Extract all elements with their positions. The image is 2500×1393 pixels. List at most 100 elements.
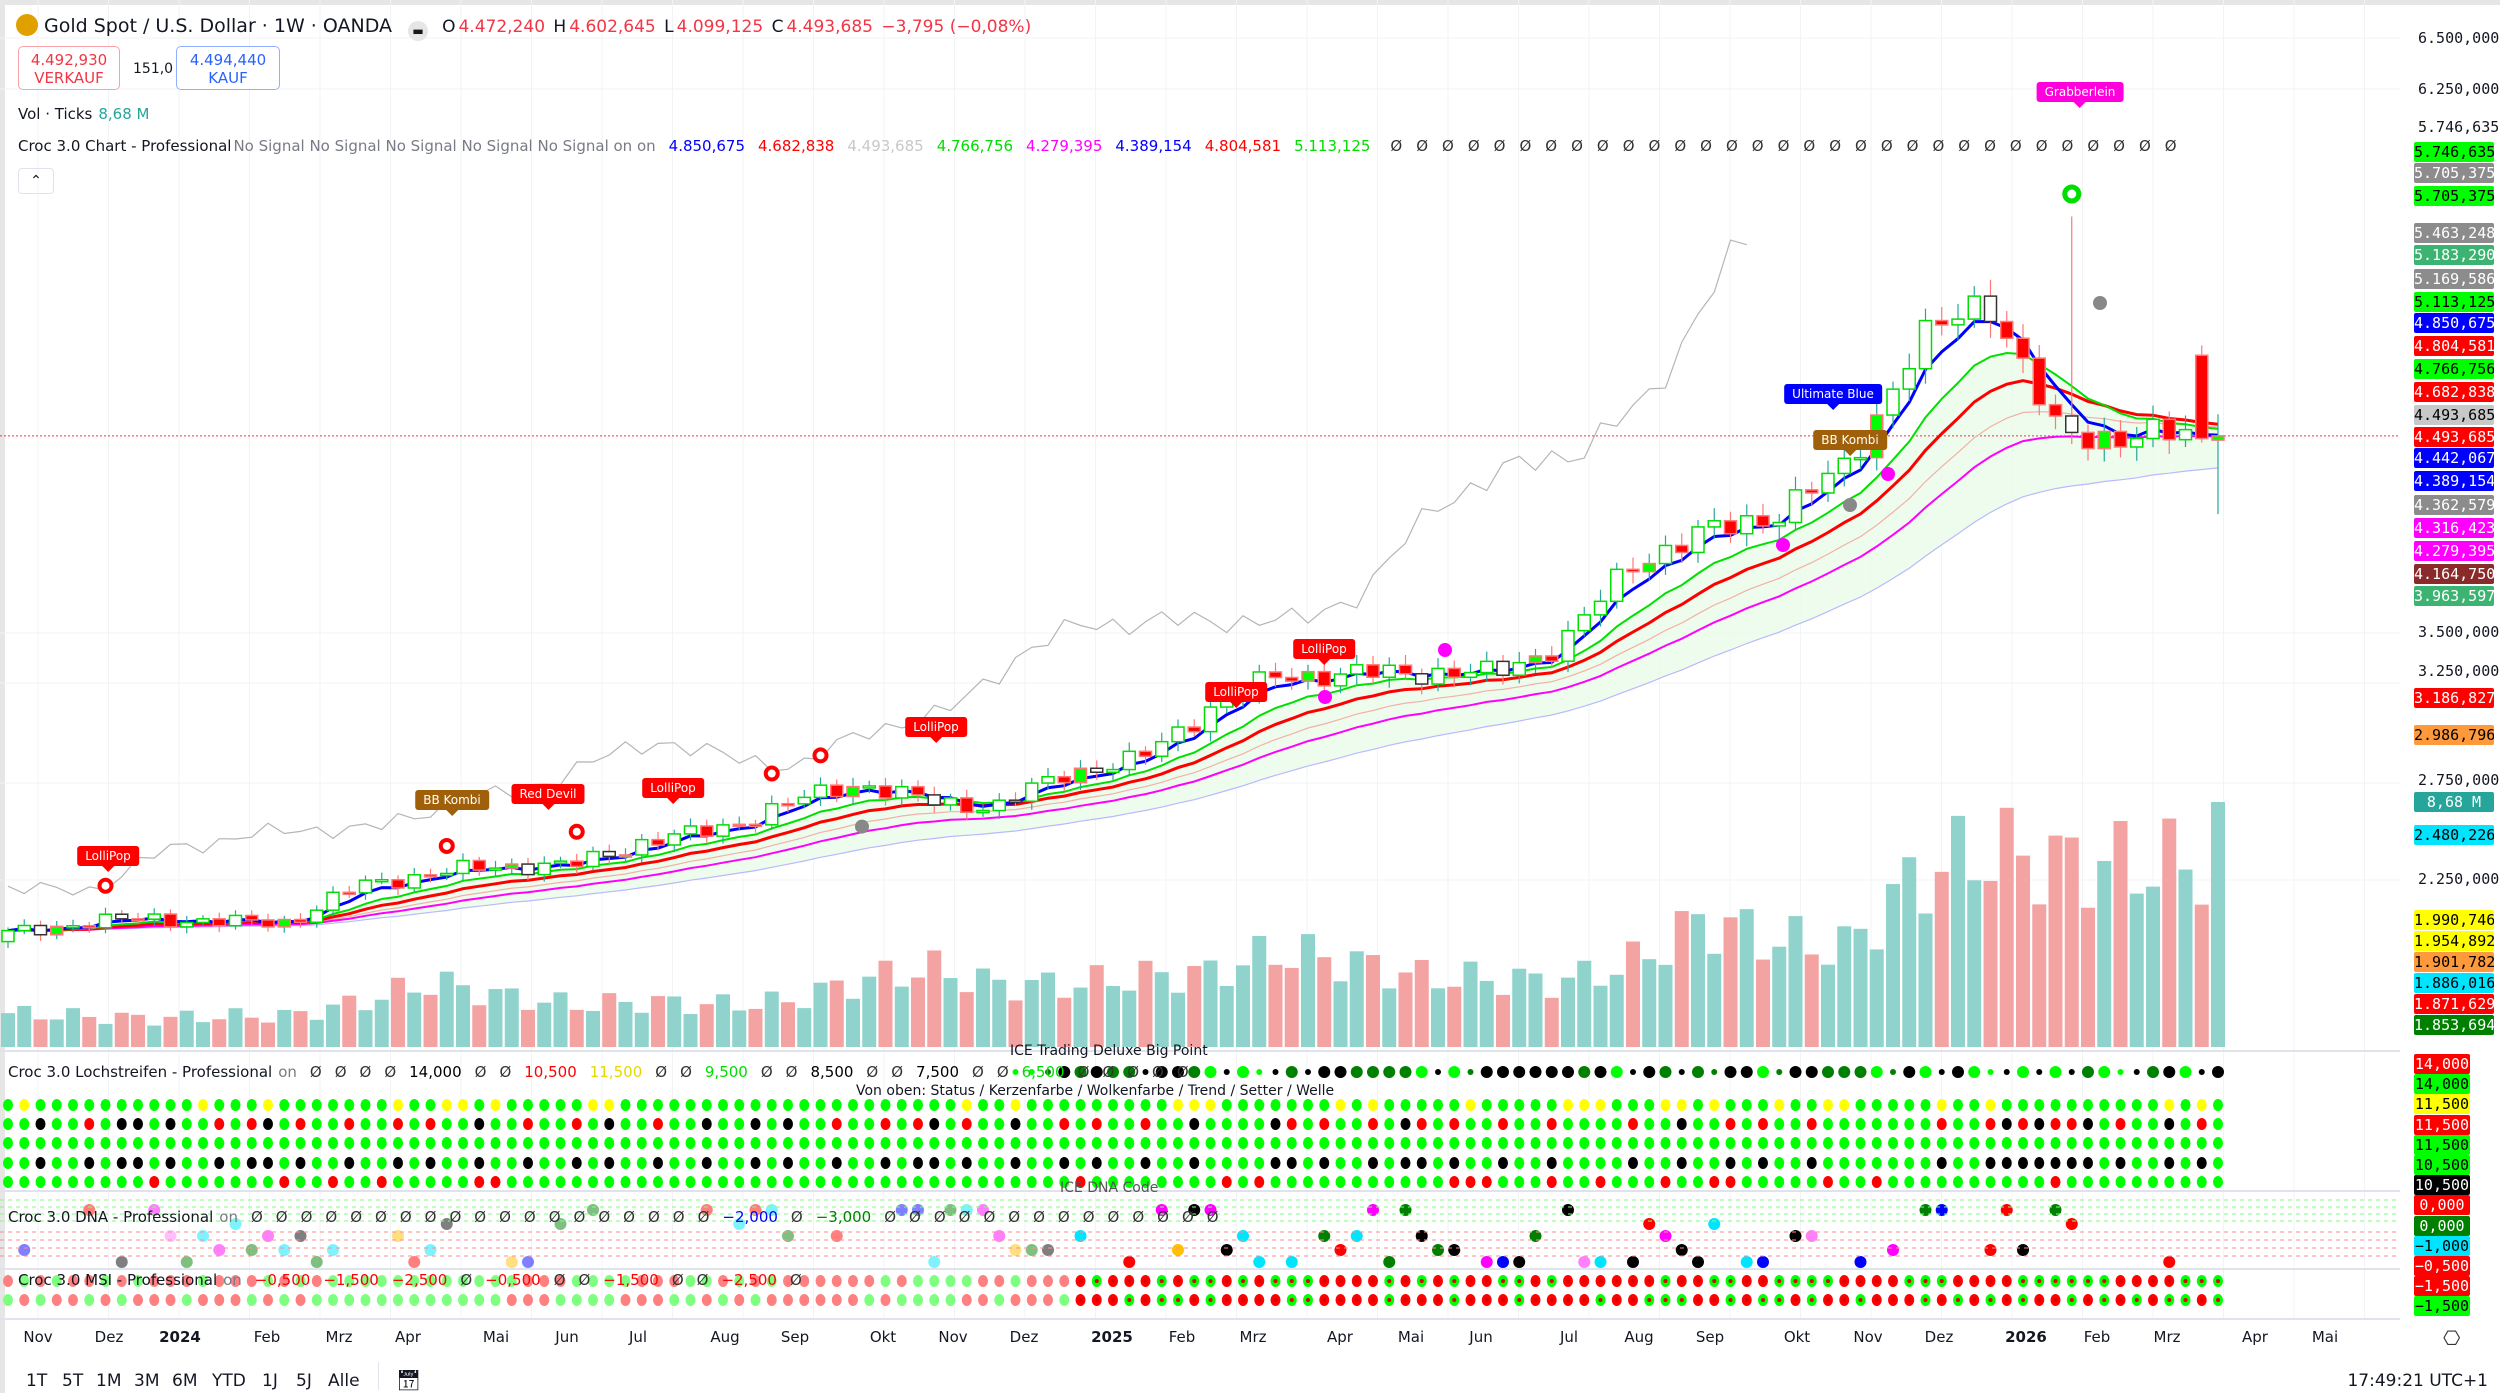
candle[interactable]	[1610, 562, 1624, 609]
candle[interactable]	[1675, 533, 1689, 563]
candle[interactable]	[1431, 658, 1445, 692]
candle[interactable]	[618, 848, 633, 862]
candle[interactable]	[748, 819, 763, 833]
candle[interactable]	[895, 779, 909, 806]
signal-label-red-devil[interactable]: Red Devil	[511, 784, 585, 810]
candle[interactable]	[2081, 424, 2095, 461]
candle[interactable]	[1057, 770, 1071, 791]
pane-separator[interactable]	[0, 1318, 2400, 1320]
candle[interactable]	[1577, 606, 1591, 637]
candle[interactable]	[570, 853, 584, 874]
candle[interactable]	[2130, 427, 2144, 461]
candle[interactable]	[228, 910, 243, 930]
signal-label-lollipop[interactable]: LolliPop	[77, 846, 139, 872]
signal-label-ultimate-blue[interactable]: Ultimate Blue	[1784, 384, 1882, 410]
candle[interactable]	[911, 780, 925, 802]
candle[interactable]	[1886, 381, 1900, 429]
candle[interactable]	[391, 875, 405, 896]
candle[interactable]	[326, 886, 340, 917]
candle[interactable]	[976, 804, 990, 817]
sell-button[interactable]: 4.492,930 VERKAUF	[18, 46, 120, 90]
signal-label-lollipop[interactable]: LolliPop	[1205, 682, 1267, 708]
candle[interactable]	[602, 844, 616, 864]
candle[interactable]	[1496, 654, 1510, 685]
candle[interactable]	[2113, 420, 2128, 458]
candle[interactable]	[1171, 719, 1185, 752]
candle[interactable]	[813, 777, 828, 806]
candle[interactable]	[1333, 667, 1348, 694]
candle[interactable]	[716, 818, 730, 844]
candle[interactable]	[797, 789, 811, 809]
candle[interactable]	[98, 907, 113, 934]
candle[interactable]	[310, 905, 324, 928]
candle[interactable]	[1561, 620, 1575, 673]
range-button-alle[interactable]: Alle	[328, 1371, 360, 1391]
dna-legend[interactable]: Croc 3.0 DNA - Professional on Ø Ø Ø Ø Ø Ø Ø Ø Ø Ø Ø…	[8, 1208, 1231, 1226]
candle[interactable]	[1122, 742, 1136, 777]
candle[interactable]	[521, 857, 535, 881]
candle[interactable]	[765, 795, 779, 830]
volume-legend[interactable]: Vol · Ticks 8,68 M	[18, 105, 155, 123]
candle[interactable]	[456, 853, 470, 881]
candle[interactable]	[1853, 446, 1868, 470]
candle[interactable]	[683, 818, 698, 841]
range-button-5j[interactable]: 5J	[296, 1371, 312, 1391]
goto-date-calendar-icon[interactable]: 📅︎	[396, 1368, 422, 1392]
candle[interactable]	[1918, 308, 1933, 384]
range-button-1j[interactable]: 1J	[262, 1371, 278, 1391]
candle[interactable]	[1090, 760, 1104, 780]
candle[interactable]	[163, 909, 178, 932]
candle[interactable]	[2032, 345, 2046, 416]
candle[interactable]	[2178, 415, 2193, 448]
range-button-5t[interactable]: 5T	[62, 1371, 84, 1391]
range-button-3m[interactable]: 3M	[134, 1371, 160, 1391]
settings-gear-icon[interactable]: ⎔	[2443, 1326, 2461, 1350]
candle[interactable]	[1740, 504, 1754, 547]
clock[interactable]: 17:49:21 UTC+1	[2347, 1371, 2488, 1391]
symbol-title[interactable]: Gold Spot / U.S. Dollar · 1W · OANDA	[44, 15, 392, 37]
candle[interactable]	[1951, 303, 1965, 341]
candle[interactable]	[700, 819, 714, 843]
candle[interactable]	[196, 915, 210, 926]
candle[interactable]	[1691, 519, 1705, 563]
candle[interactable]	[293, 912, 308, 928]
candle[interactable]	[1512, 652, 1526, 684]
candle[interactable]	[423, 868, 438, 883]
range-button-1t[interactable]: 1T	[26, 1371, 48, 1391]
range-button-6m[interactable]: 6M	[172, 1371, 198, 1391]
candle[interactable]	[50, 920, 64, 940]
collapse-legend-chevron-up-icon[interactable]: ⌃	[18, 168, 54, 194]
candle[interactable]	[1528, 648, 1543, 673]
candle[interactable]	[342, 885, 356, 898]
candle[interactable]	[878, 777, 893, 806]
candle[interactable]	[1301, 664, 1315, 690]
candle[interactable]	[2195, 345, 2209, 443]
candle[interactable]	[1106, 763, 1120, 781]
candle[interactable]	[651, 831, 665, 851]
candle[interactable]	[586, 846, 600, 871]
candle[interactable]	[1268, 662, 1283, 687]
candle[interactable]	[943, 793, 958, 811]
candle[interactable]	[1317, 661, 1331, 696]
candle[interactable]	[180, 916, 194, 934]
candle[interactable]	[1707, 508, 1721, 539]
candle[interactable]	[1788, 476, 1803, 530]
candle[interactable]	[1821, 460, 1835, 502]
candle[interactable]	[2211, 414, 2225, 515]
candle[interactable]	[1155, 732, 1169, 763]
candle[interactable]	[358, 875, 373, 900]
candle[interactable]	[2162, 411, 2176, 454]
candle[interactable]	[17, 919, 31, 935]
pane-separator[interactable]	[0, 1268, 2400, 1270]
candle[interactable]	[1626, 557, 1640, 584]
croc-chart-legend[interactable]: Croc 3.0 Chart - Professional No Signal N…	[18, 137, 2189, 155]
candle[interactable]	[1, 927, 15, 948]
candle[interactable]	[33, 920, 48, 942]
candle[interactable]	[375, 872, 389, 885]
candle[interactable]	[147, 908, 161, 926]
candle[interactable]	[212, 912, 226, 933]
lochstreifen-legend[interactable]: Croc 3.0 Lochstreifen - Professional on Ø Ø…	[8, 1063, 1201, 1081]
candle[interactable]	[2097, 417, 2111, 462]
signal-label-lollipop[interactable]: LolliPop	[905, 717, 967, 743]
